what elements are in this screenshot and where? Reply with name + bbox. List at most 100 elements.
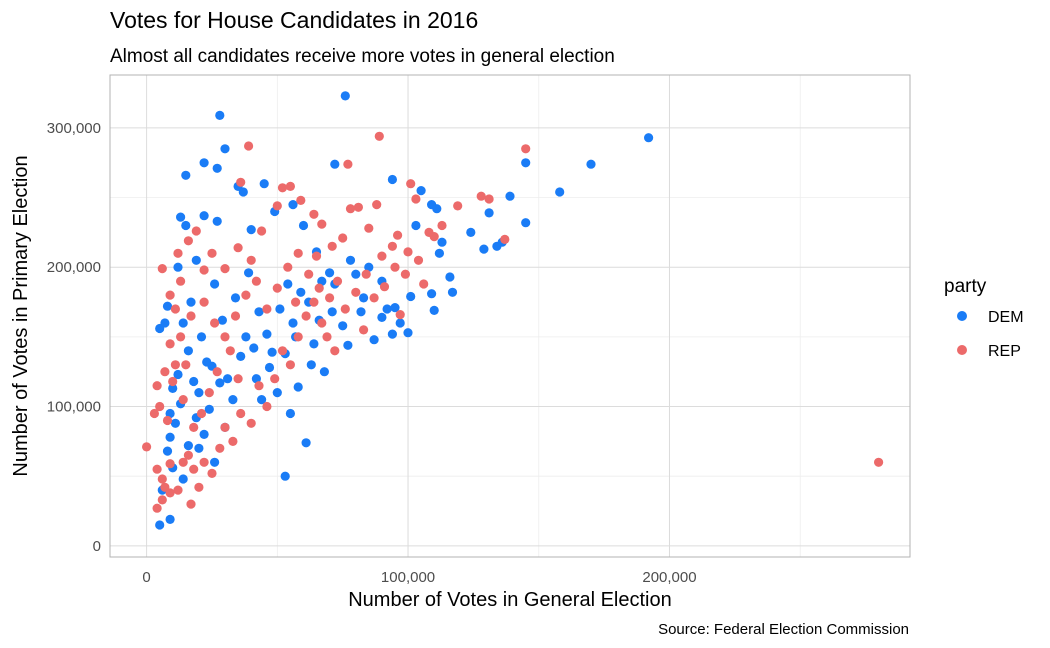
data-point-rep (372, 200, 382, 210)
chart-caption: Source: Federal Election Commission (658, 621, 909, 638)
data-point-rep (244, 141, 254, 151)
data-point-dem (264, 362, 275, 373)
data-point-rep (228, 436, 238, 446)
data-point-dem (259, 179, 269, 189)
data-point-dem (199, 158, 209, 168)
data-point-rep (207, 248, 217, 258)
data-point-dem (181, 220, 191, 231)
data-point-rep (338, 233, 348, 243)
data-point-rep (220, 332, 230, 342)
data-point-rep (199, 297, 209, 307)
y-tick-label: 0 (93, 538, 101, 555)
data-point-rep (168, 376, 178, 387)
data-point-rep (377, 251, 387, 261)
data-point-dem (165, 514, 175, 525)
data-point-dem (210, 279, 220, 289)
data-point-dem (202, 357, 212, 367)
data-point-dem (330, 159, 340, 169)
data-point-rep (246, 255, 256, 265)
data-point-rep (186, 499, 196, 509)
data-point-dem (183, 346, 193, 356)
data-point-rep (285, 181, 295, 191)
data-point-rep (359, 325, 369, 335)
data-point-rep (411, 194, 421, 204)
data-point-rep (173, 485, 183, 495)
data-point-dem (173, 369, 183, 380)
data-point-dem (230, 293, 241, 303)
data-point-rep (178, 457, 188, 467)
data-point-dem (183, 441, 193, 451)
data-point-rep (327, 241, 337, 251)
data-point-dem (359, 293, 369, 303)
data-point-dem (244, 268, 254, 278)
data-point-dem (196, 332, 207, 342)
x-tick-label: 200,000 (642, 569, 696, 586)
data-point-dem (246, 225, 256, 235)
data-point-rep (165, 339, 175, 349)
data-point-dem (351, 269, 361, 279)
data-point-dem (338, 321, 348, 331)
plot-panel (109, 74, 911, 558)
data-point-dem (178, 474, 188, 484)
data-point-dem (479, 244, 489, 254)
chart-title: Votes for House Candidates in 2016 (110, 7, 478, 33)
data-point-dem (521, 158, 531, 168)
data-point-dem (191, 255, 201, 265)
x-axis-ticks: 0 100,000 200,000 (142, 569, 696, 586)
data-point-rep (142, 442, 152, 452)
legend: party DEM REP (944, 276, 1024, 360)
data-point-rep (437, 220, 447, 231)
data-point-dem (301, 438, 311, 448)
data-point-rep (254, 381, 264, 391)
data-point-rep (361, 269, 371, 279)
data-point-dem (340, 91, 350, 101)
data-point-rep (186, 311, 196, 321)
data-point-rep (309, 297, 319, 307)
data-point-dem (319, 367, 329, 377)
data-point-rep (236, 177, 246, 187)
data-point-dem (165, 432, 175, 442)
data-point-rep (521, 144, 531, 154)
data-point-rep (233, 374, 243, 384)
data-point-dem (416, 186, 426, 196)
data-point-dem (390, 303, 400, 313)
legend-key-rep (957, 345, 967, 355)
data-point-rep (429, 232, 439, 242)
data-point-rep (311, 251, 322, 261)
x-tick-label: 100,000 (381, 569, 435, 586)
data-point-dem (251, 374, 261, 384)
legend-key-dem (957, 311, 967, 321)
data-point-rep (165, 459, 175, 469)
data-point-rep (220, 422, 230, 432)
data-point-rep (277, 183, 288, 193)
data-point-dem (194, 388, 204, 398)
data-point-rep (157, 474, 167, 484)
major-gridlines (110, 75, 910, 557)
data-point-dem (521, 218, 531, 228)
data-point-rep (170, 304, 180, 314)
data-point-rep (196, 408, 207, 419)
data-point-rep (272, 201, 282, 211)
data-point-rep (270, 374, 280, 384)
data-point-rep (340, 304, 350, 314)
data-point-rep (194, 482, 204, 492)
data-point-dem (369, 335, 379, 345)
data-point-rep (262, 401, 272, 412)
data-point-dem (155, 323, 165, 334)
data-point-rep (257, 226, 267, 236)
data-point-dem (212, 216, 222, 226)
data-point-rep (173, 248, 183, 258)
data-point-dem (168, 383, 178, 393)
data-point-dem (241, 332, 251, 342)
data-point-rep (220, 264, 230, 274)
data-point-rep (406, 179, 416, 189)
data-point-dem (586, 159, 596, 169)
data-point-rep (301, 311, 311, 321)
data-point-dem (387, 329, 397, 339)
data-point-dem (189, 376, 199, 387)
data-point-dem (555, 187, 565, 197)
data-point-rep (162, 415, 173, 426)
data-point-rep (317, 318, 327, 328)
data-point-rep (484, 194, 494, 204)
